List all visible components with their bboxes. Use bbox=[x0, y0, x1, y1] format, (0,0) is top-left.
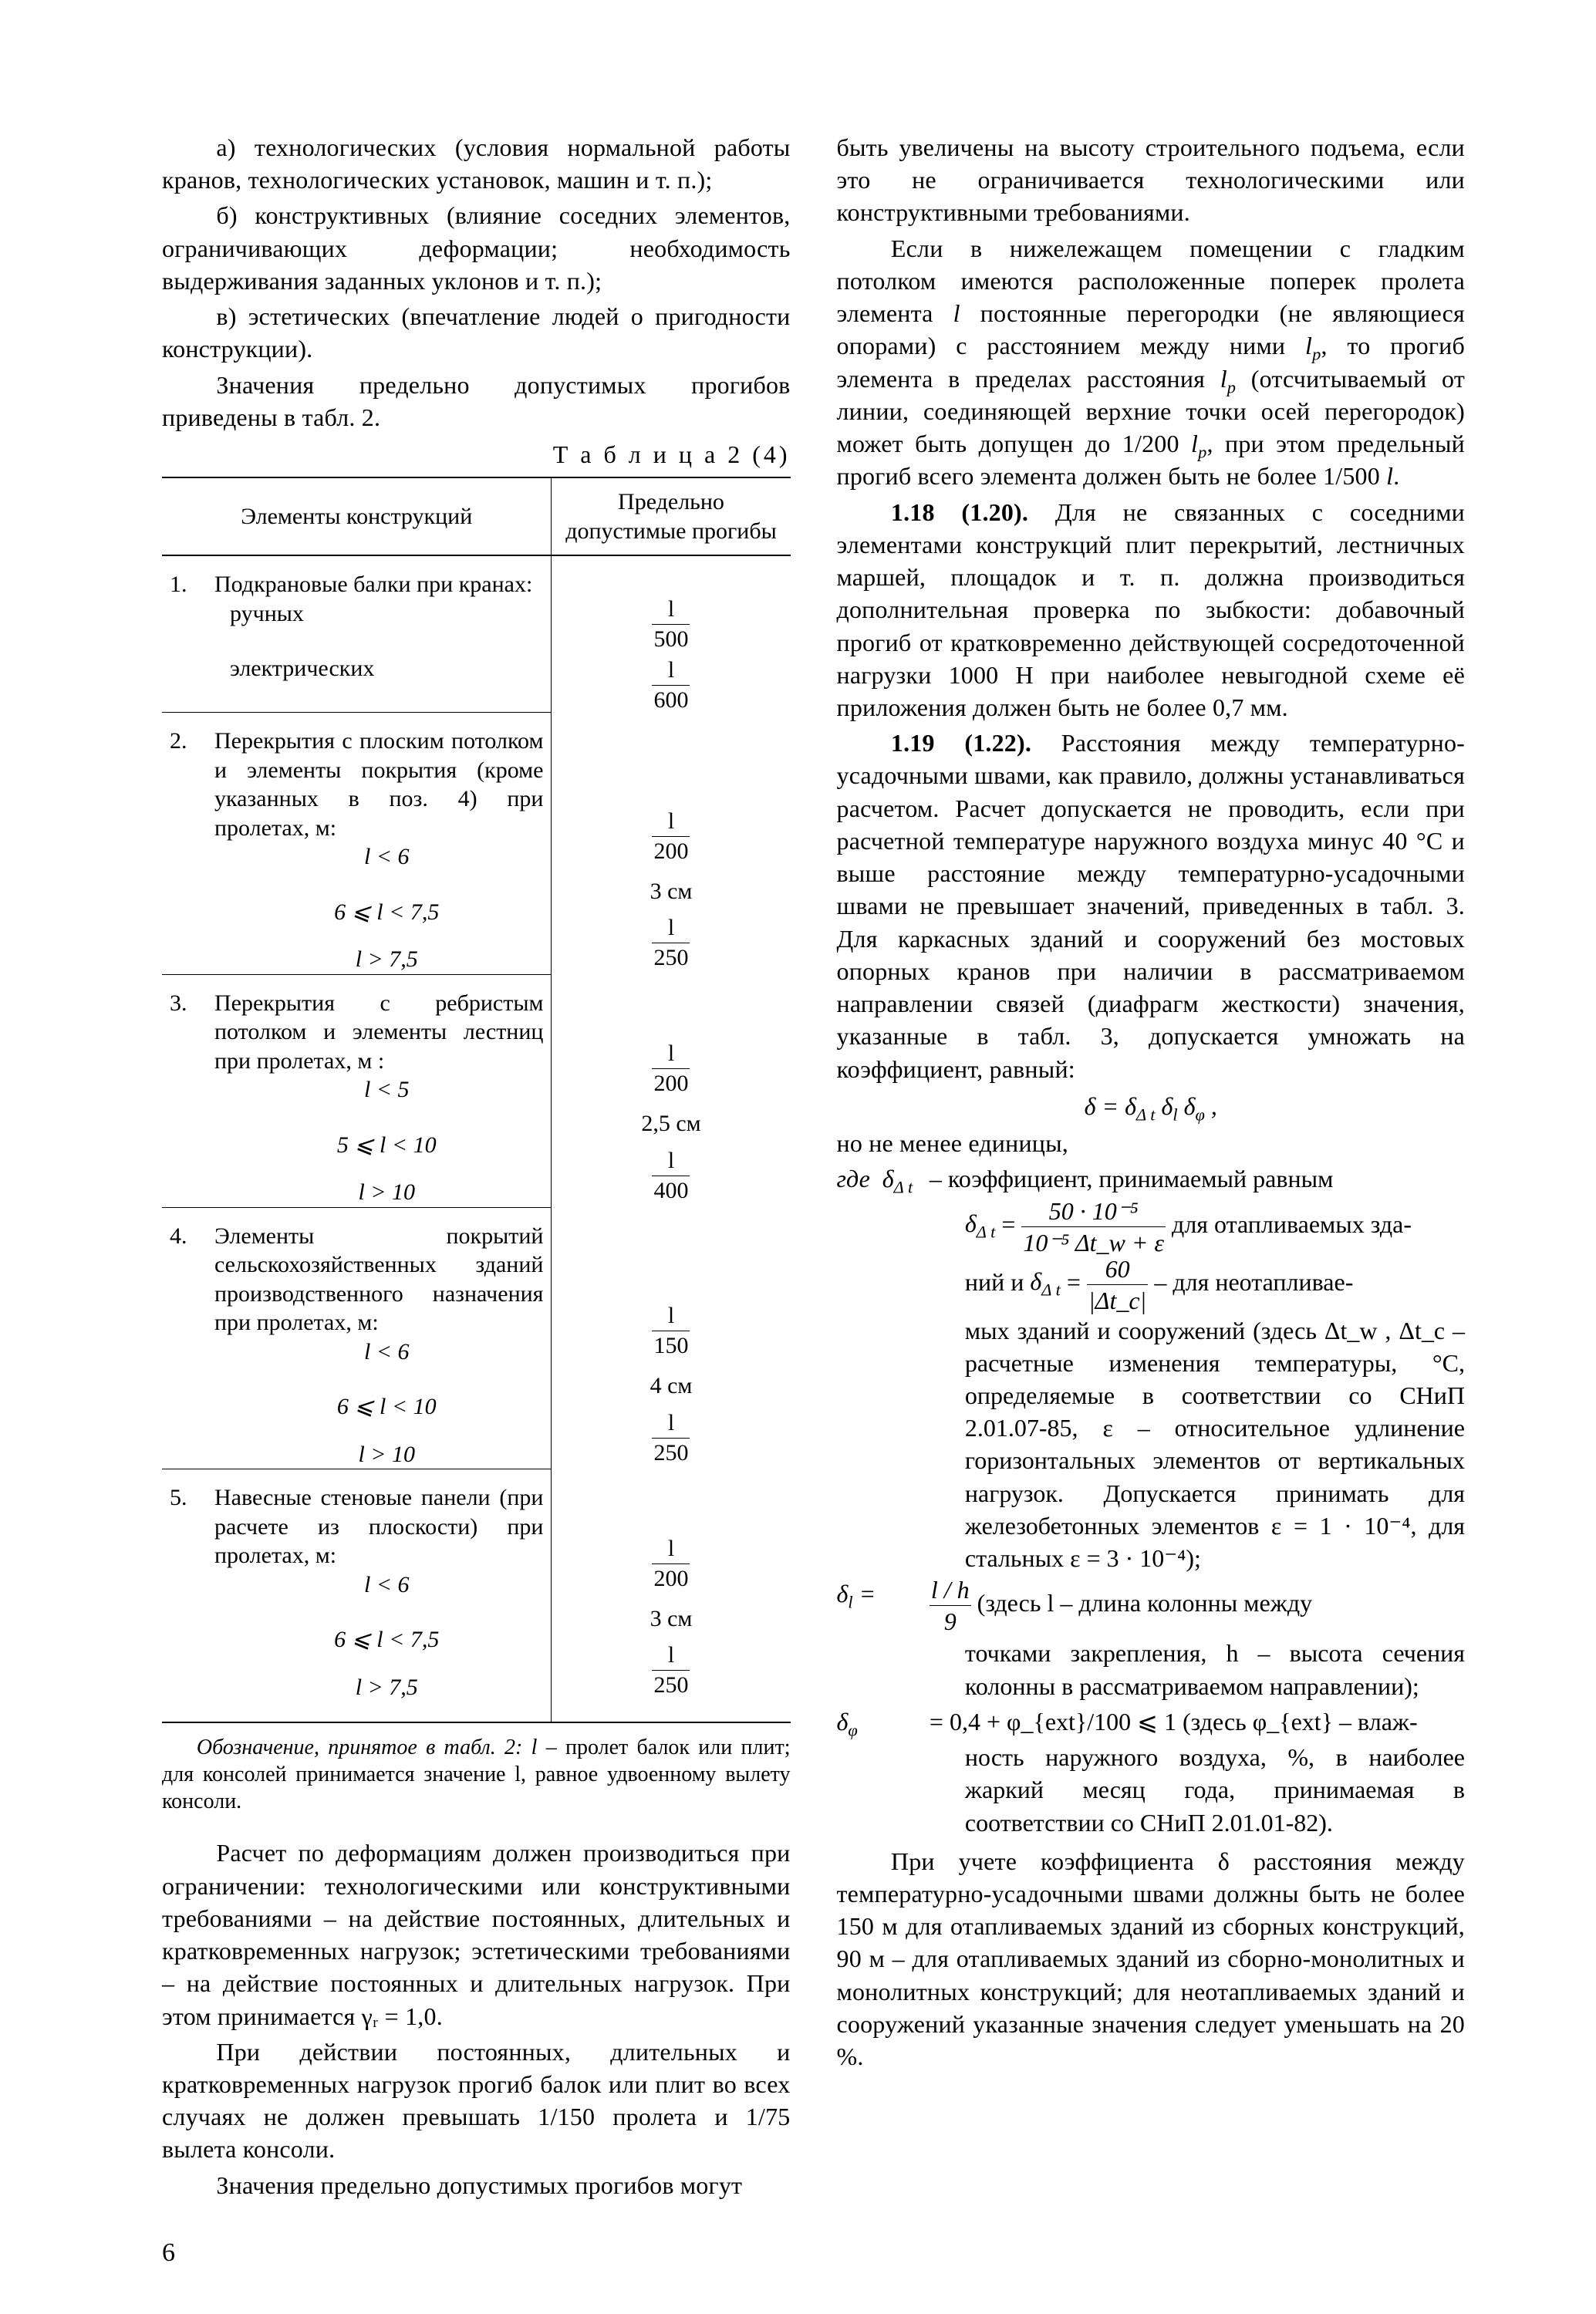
right-column: быть увеличены на высоту строительного п… bbox=[837, 131, 1466, 2204]
para-r6: При учете коэффициента δ расстояния межд… bbox=[837, 1845, 1466, 2073]
row-num: 2. bbox=[170, 727, 207, 842]
page-number: 6 bbox=[162, 2238, 175, 2268]
equation-main: δ = δΔ t δl δφ , bbox=[837, 1090, 1466, 1122]
fraction: l400 bbox=[652, 1149, 690, 1203]
para-e: При действии постоянных, длительных и кр… bbox=[162, 2036, 791, 2166]
row-sub: 5 ⩽ l < 10 bbox=[170, 1131, 543, 1160]
left-column: а) технологических (условия нормальной р… bbox=[162, 131, 791, 2204]
table-row: 5. Навесные стеновые панели (при расчете… bbox=[162, 1469, 791, 1702]
row-sub: l < 5 bbox=[170, 1075, 543, 1105]
fraction: l250 bbox=[652, 1412, 690, 1465]
fraction: l200 bbox=[652, 810, 690, 863]
para-r2: Если в нижележащем помещении с гладким п… bbox=[837, 232, 1466, 493]
cell-text: 4 см bbox=[650, 1373, 693, 1398]
dt-para: мых зданий и сооружений (здесь Δt_w , Δt… bbox=[837, 1314, 1466, 1575]
page: а) технологических (условия нормальной р… bbox=[0, 0, 1596, 2314]
para-r4: 1.19 (1.22). Расстояния между температур… bbox=[837, 727, 1466, 1085]
dt-formula1: δΔ t = 50 · 10⁻⁵ 10⁻⁵ Δt_w + ε для отапл… bbox=[837, 1199, 1466, 1255]
cell-text: 2,5 см bbox=[641, 1111, 700, 1136]
row-sub: 6 ⩽ l < 7,5 bbox=[170, 898, 543, 927]
fraction: l200 bbox=[652, 1537, 690, 1590]
row-head: Подкрановые балки при кранах: bbox=[214, 570, 543, 599]
th-elements: Элементы конструкций bbox=[162, 477, 552, 555]
table-row: 2. Перекрытия с плоским потолком и элеме… bbox=[162, 713, 791, 974]
row-head: Перекрытия с плоским потолком и элементы… bbox=[214, 727, 543, 842]
row-head: Навесные стеновые панели (при расчете из… bbox=[214, 1483, 543, 1570]
row-num: 5. bbox=[170, 1483, 207, 1570]
where-dphi: δφ = 0,4 + φ_{ext}/100 ⩽ 1 (здесь φ_{ext… bbox=[837, 1705, 1466, 1738]
para-r1: быть увеличены на высоту строительного п… bbox=[837, 131, 1466, 229]
row-sub: l < 6 bbox=[170, 1570, 543, 1600]
row-sub: l > 10 bbox=[170, 1178, 543, 1207]
fraction: l600 bbox=[652, 659, 690, 712]
table-row: 4. Элементы покрытий сельскохозяйственны… bbox=[162, 1207, 791, 1469]
table-footnote: Обозначение, принятое в табл. 2: l – про… bbox=[162, 1734, 791, 1815]
row-head: Элементы покрытий сельскохозяйственных з… bbox=[214, 1222, 543, 1337]
fraction: l250 bbox=[652, 916, 690, 970]
row-sub: l < 6 bbox=[170, 842, 543, 872]
th-limits: Предельно допустимые прогибы bbox=[552, 477, 791, 555]
para-c: в) эстетических (впечатление людей о при… bbox=[162, 300, 791, 365]
two-column-layout: а) технологических (условия нормальной р… bbox=[162, 131, 1465, 2204]
cell-text: 3 см bbox=[650, 1606, 693, 1631]
deflection-limits-table: Элементы конструкций Предельно допустимы… bbox=[162, 477, 791, 1723]
para-b: б) конструктивных (влияние соседних элем… bbox=[162, 199, 791, 297]
para-intro: Значения предельно допустимых прогибов п… bbox=[162, 369, 791, 433]
row-sub: l > 7,5 bbox=[170, 1673, 543, 1702]
row-sub: l < 6 bbox=[170, 1337, 543, 1367]
row-sub: ручных bbox=[170, 599, 543, 629]
fraction: l200 bbox=[652, 1042, 690, 1095]
where-dt: где δΔ t – коэффициент, принимаемый равн… bbox=[837, 1162, 1466, 1195]
clause-num: 1.19 (1.22). bbox=[891, 729, 1031, 757]
row-sub: l > 7,5 bbox=[170, 945, 543, 974]
dl-para: точками закрепления, h – высота сечения … bbox=[837, 1637, 1466, 1702]
row-num: 3. bbox=[170, 989, 207, 1076]
row-sub: электрических bbox=[170, 654, 543, 683]
row-head: Перекрытия с ребристым потолком и элемен… bbox=[214, 989, 543, 1076]
clause-num: 1.18 (1.20). bbox=[891, 498, 1028, 526]
cell-text: 3 см bbox=[650, 879, 693, 904]
table-row: 1. Подкрановые балки при кранах: ручных … bbox=[162, 555, 791, 712]
para-d: Расчет по деформациям должен производить… bbox=[162, 1837, 791, 2032]
where-dl: δl = l / h 9 (здесь l – длина колонны ме… bbox=[837, 1577, 1466, 1634]
row-num: 4. bbox=[170, 1222, 207, 1337]
table-title: Т а б л и ц а 2 (4) bbox=[162, 438, 791, 471]
row-num: 1. bbox=[170, 570, 207, 599]
row-sub: 6 ⩽ l < 10 bbox=[170, 1392, 543, 1422]
para-f: Значения предельно допустимых прогибов м… bbox=[162, 2169, 791, 2201]
dphi-para: ность наружного воздуха, %, в наиболее ж… bbox=[837, 1741, 1466, 1839]
para-a: а) технологических (условия нормальной р… bbox=[162, 131, 791, 196]
fraction: l250 bbox=[652, 1644, 690, 1697]
fraction: l150 bbox=[652, 1304, 690, 1358]
para-r3: 1.18 (1.20). Для не связанных с соседним… bbox=[837, 496, 1466, 724]
fraction: l500 bbox=[652, 598, 690, 651]
note-lead: Обозначение, принятое в табл. 2: l bbox=[197, 1736, 546, 1759]
row-sub: 6 ⩽ l < 7,5 bbox=[170, 1625, 543, 1655]
para-r5: но не менее единицы, bbox=[837, 1127, 1466, 1159]
row-sub: l > 10 bbox=[170, 1440, 543, 1469]
table-row: 3. Перекрытия с ребристым потолком и эле… bbox=[162, 974, 791, 1207]
dt-formula2: ний и δΔ t = 60 |Δt_c| – для неотапливае… bbox=[837, 1257, 1466, 1313]
